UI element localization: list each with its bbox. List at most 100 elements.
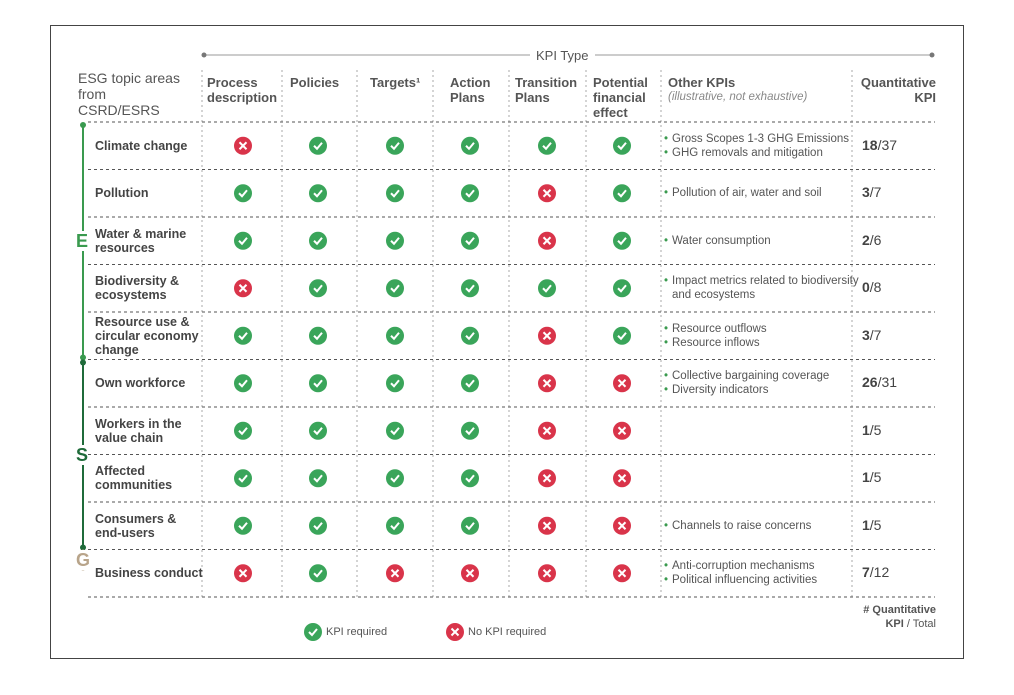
check-icon (234, 374, 252, 393)
cross-icon (461, 564, 479, 583)
check-icon (386, 231, 404, 250)
cross-icon (538, 184, 556, 203)
icon-circle (386, 231, 404, 250)
kpi-total: /5 (869, 516, 882, 533)
kpi-type-label: KPI Type (530, 48, 595, 63)
cross (465, 569, 475, 578)
check-icon (386, 136, 404, 155)
dot (80, 359, 86, 366)
dot (80, 354, 86, 361)
group-letter: E (76, 230, 89, 251)
cross-icon (538, 421, 556, 440)
kpi-total: /6 (869, 231, 882, 248)
check-icon (309, 136, 327, 155)
other-kpis: Anti-corruption mechanismsPolitical infl… (664, 559, 862, 587)
icon-circle (309, 516, 327, 535)
check-icon (234, 469, 252, 488)
other-kpis: Impact metrics related to biodiversity a… (664, 274, 862, 302)
kpi-count: 3 (862, 326, 870, 343)
icon-circle (461, 184, 479, 203)
kpi-count: 0 (862, 279, 870, 296)
check (238, 332, 248, 341)
cross-icon (538, 469, 556, 488)
icon-circle (538, 136, 556, 155)
quantitative-kpi: 7/12 (862, 565, 889, 580)
icon-circle (461, 326, 479, 345)
check (313, 569, 323, 578)
icon-circle (304, 623, 322, 641)
cross-icon (613, 374, 631, 393)
check-icon (386, 184, 404, 203)
cross (617, 569, 627, 578)
other-kpis: Collective bargaining coverageDiversity … (664, 369, 862, 397)
kpi-total: /12 (869, 564, 890, 581)
check (390, 284, 400, 293)
check (390, 522, 400, 531)
icon-circle (613, 231, 631, 250)
topic: Water & marine resources (95, 226, 187, 255)
icon-circle (309, 564, 327, 583)
cross-icon (234, 136, 252, 155)
icon-circle (386, 326, 404, 345)
icon-circle (309, 374, 327, 393)
icon-circle (234, 231, 252, 250)
check (390, 474, 400, 483)
kpi-count: 2 (862, 231, 870, 248)
kpi-total: /5 (869, 421, 882, 438)
check-icon (234, 231, 252, 250)
check-icon (461, 516, 479, 535)
icon-circle (309, 279, 327, 298)
kpi-count: 1 (862, 421, 870, 438)
cross (542, 474, 552, 483)
check (313, 237, 323, 246)
check (238, 522, 248, 531)
icon-circle (613, 279, 631, 298)
check-icon (386, 374, 404, 393)
cross (238, 569, 248, 578)
topic: Biodiversity & ecosystems (95, 274, 180, 303)
kpi-total: /7 (869, 326, 882, 343)
check-icon (613, 279, 631, 298)
icon-circle (386, 279, 404, 298)
kpi-count: 1 (862, 469, 870, 486)
icon-circle (461, 374, 479, 393)
check (308, 628, 318, 637)
cross (617, 379, 627, 388)
check-icon (461, 469, 479, 488)
cross-icon (613, 421, 631, 440)
quantitative-header: Quantitative KPI (860, 75, 936, 105)
check (313, 142, 323, 151)
footer-total: / Total (903, 618, 936, 630)
check (465, 427, 475, 436)
check (617, 332, 627, 341)
check (542, 142, 552, 151)
quantitative-kpi: 18/37 (862, 137, 897, 153)
cross (390, 569, 400, 578)
icon-circle (309, 184, 327, 203)
check (465, 332, 475, 341)
topic: Resource use & circular economy change (95, 314, 199, 357)
check-icon (461, 279, 479, 298)
icon-circle (386, 136, 404, 155)
check (238, 427, 248, 436)
icon-circle (234, 184, 252, 203)
dot (201, 52, 207, 58)
check-icon (461, 136, 479, 155)
footer: # Quantitative KPI / Total (820, 603, 936, 631)
check-icon (309, 231, 327, 250)
footer-kpi: KPI (885, 618, 904, 630)
quantitative-kpi: 0/8 (862, 280, 881, 295)
quantitative-kpi: 1/5 (862, 421, 882, 438)
check-icon (613, 136, 631, 155)
check (617, 284, 627, 293)
check-icon (309, 184, 327, 203)
topic: Affected communities (95, 464, 173, 493)
cross (542, 331, 552, 340)
icon-circle (386, 469, 404, 488)
icon-circle (309, 326, 327, 345)
cross-icon (538, 326, 556, 345)
check (313, 379, 323, 388)
icon-circle (234, 421, 252, 440)
cross (617, 426, 627, 435)
quantitative-kpi: 3/7 (862, 326, 882, 343)
